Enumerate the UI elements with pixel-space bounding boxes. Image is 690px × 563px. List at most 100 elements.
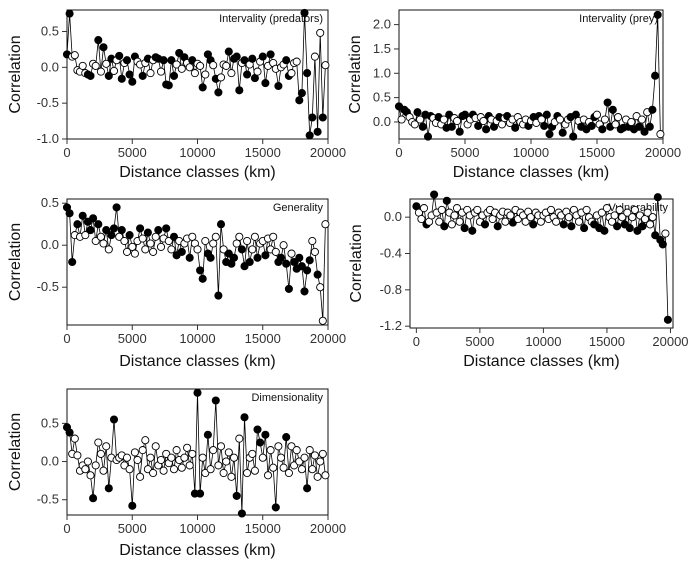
panel-title: Intervality (predators): [219, 13, 323, 25]
data-point: [128, 242, 137, 251]
data-point: [136, 472, 145, 481]
data-point: [316, 283, 325, 292]
x-tick-label: 20000: [310, 331, 346, 346]
data-point: [122, 453, 132, 462]
data-point-significant: [73, 220, 82, 229]
panel-title: Dimensionality: [251, 392, 323, 404]
data-point: [305, 446, 314, 455]
panel-title: Generality: [273, 202, 324, 214]
data-point: [276, 453, 286, 462]
data-point-significant: [587, 121, 596, 130]
y-tick-label: 0.0: [41, 59, 59, 74]
data-point: [250, 466, 259, 475]
data-point: [526, 213, 535, 222]
data-point-significant: [240, 262, 249, 271]
data-point: [104, 245, 113, 254]
data-point: [308, 465, 317, 474]
data-point: [198, 453, 207, 462]
data-point: [419, 204, 429, 213]
data-point-significant: [613, 222, 622, 231]
data-point-significant: [276, 253, 286, 262]
data-point: [602, 204, 611, 213]
data-point-significant: [480, 220, 490, 229]
x-axis-title: Distance classes (km): [463, 353, 619, 370]
data-point-significant: [648, 105, 657, 114]
data-point-significant: [440, 222, 449, 231]
data-point: [138, 446, 147, 455]
data-point: [177, 64, 186, 73]
data-point: [310, 451, 319, 460]
data-point-significant: [256, 438, 265, 447]
x-tick-label: 0: [63, 521, 70, 536]
data-point: [83, 457, 92, 466]
data-point: [310, 52, 319, 61]
data-point-significant: [603, 98, 612, 107]
data-point: [146, 453, 155, 462]
data-point: [96, 449, 105, 458]
data-point: [552, 217, 561, 226]
data-point-significant: [640, 127, 649, 136]
data-point-significant: [159, 56, 168, 65]
x-tick-label: 0: [63, 331, 70, 346]
data-point: [263, 471, 273, 480]
y-tick-label: -0.5: [37, 95, 59, 110]
data-point: [224, 448, 233, 457]
x-tick-label: 20000: [310, 521, 346, 536]
data-point-significant: [423, 132, 433, 141]
data-point-significant: [638, 222, 647, 231]
data-point-significant: [303, 69, 312, 78]
data-point: [637, 115, 646, 124]
data-point-significant: [211, 396, 220, 405]
data-point-significant: [232, 491, 241, 500]
data-point-significant: [658, 240, 667, 249]
data-point: [439, 115, 448, 124]
data-point: [164, 236, 173, 246]
data-point-significant: [196, 266, 205, 275]
data-point-significant: [112, 203, 121, 212]
data-point-significant: [253, 425, 262, 434]
data-point: [546, 205, 556, 214]
data-point-significant: [305, 131, 314, 140]
x-axis-title: Distance classes (km): [453, 164, 609, 181]
data-point: [450, 211, 459, 220]
data-point: [156, 242, 166, 251]
data-point: [219, 468, 228, 478]
x-tick-label: 10000: [513, 145, 549, 160]
data-point: [397, 115, 406, 124]
data-point: [99, 239, 108, 248]
data-point: [125, 465, 134, 474]
data-point-significant: [266, 50, 275, 59]
data-point-significant: [261, 79, 270, 88]
data-point: [292, 57, 301, 66]
data-point-significant: [474, 121, 483, 130]
data-point-significant: [493, 222, 502, 231]
data-point-significant: [261, 251, 270, 260]
data-point: [159, 466, 168, 475]
data-point: [91, 236, 100, 246]
data-point-significant: [245, 257, 254, 267]
data-point: [287, 249, 296, 258]
data-point: [266, 446, 275, 455]
data-point: [232, 239, 241, 248]
data-point-significant: [240, 413, 249, 422]
data-point-significant: [104, 71, 113, 80]
y-tick-label: -1.2: [380, 318, 402, 333]
data-point: [120, 236, 129, 246]
x-tick-label: 15000: [245, 521, 281, 536]
data-point: [316, 28, 325, 37]
data-point-significant: [663, 315, 672, 324]
data-point: [592, 110, 602, 119]
y-tick-label: 0.5: [41, 24, 59, 39]
data-point: [141, 245, 150, 254]
data-point: [248, 245, 257, 254]
x-tick-label: 0: [413, 334, 420, 349]
y-tick-label: 0.5: [41, 195, 59, 210]
data-point-significant: [282, 56, 291, 65]
data-point: [146, 69, 155, 78]
y-axis-title: Correlation: [7, 413, 24, 491]
data-point: [292, 446, 301, 455]
data-point: [151, 442, 160, 451]
data-point-significant: [128, 501, 137, 510]
y-tick-label: 0.5: [41, 415, 59, 430]
data-point-significant: [107, 231, 116, 240]
